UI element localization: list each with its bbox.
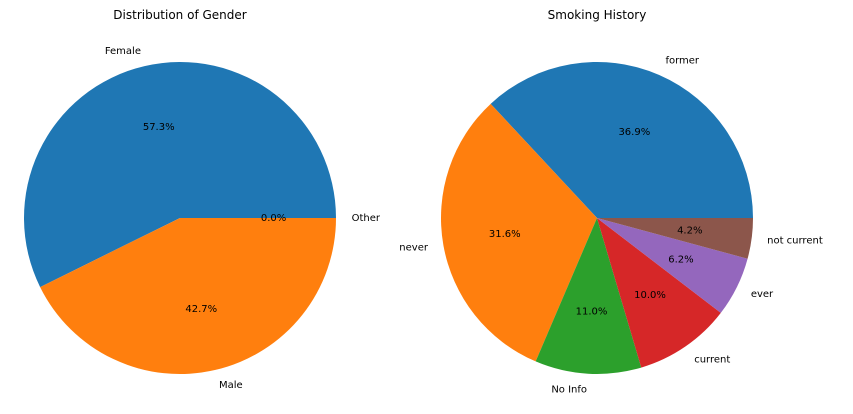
smoking-slice-never bbox=[441, 103, 597, 362]
smoking-slice-no-info bbox=[535, 218, 642, 374]
gender-slice-female bbox=[24, 61, 337, 288]
smoking-label-former: former bbox=[665, 56, 699, 67]
gender-label-female: Female bbox=[105, 46, 141, 57]
smoking-label-ever: ever bbox=[751, 289, 774, 300]
smoking-label-no-info: No Info bbox=[551, 384, 587, 395]
gender-slice-male bbox=[40, 218, 337, 374]
smoking-percent-not-current: 4.2% bbox=[677, 225, 702, 236]
smoking-slice-not-current bbox=[597, 218, 753, 259]
gender-label-other: Other bbox=[352, 213, 381, 224]
smoking-percent-former: 36.9% bbox=[618, 127, 650, 138]
smoking-percent-ever: 6.2% bbox=[668, 254, 693, 265]
smoking-percent-current: 10.0% bbox=[634, 290, 666, 301]
gender-percent-male: 42.7% bbox=[185, 304, 217, 315]
smoking-label-current: current bbox=[694, 354, 730, 365]
smoking-label-never: never bbox=[399, 243, 429, 254]
smoking-slice-former bbox=[490, 62, 753, 218]
smoking-slice-current bbox=[597, 218, 721, 368]
gender-percent-female: 57.3% bbox=[143, 122, 175, 133]
gender-label-male: Male bbox=[219, 380, 243, 391]
smoking-slice-ever bbox=[597, 218, 748, 313]
gender-pie-chart: Distribution of Gender Female 57.3% Male 42… bbox=[24, 8, 381, 391]
smoking-label-not-current: not current bbox=[767, 236, 823, 247]
smoking-percent-never: 31.6% bbox=[489, 229, 521, 240]
gender-percent-other: 0.0% bbox=[261, 213, 286, 224]
smoking-history-pie-chart: Smoking History former 36.9% never 31.6% No … bbox=[399, 8, 823, 395]
smoking-percent-no-info: 11.0% bbox=[576, 306, 608, 317]
gender-chart-title: Distribution of Gender bbox=[113, 8, 246, 22]
smoking-chart-title: Smoking History bbox=[548, 8, 647, 22]
